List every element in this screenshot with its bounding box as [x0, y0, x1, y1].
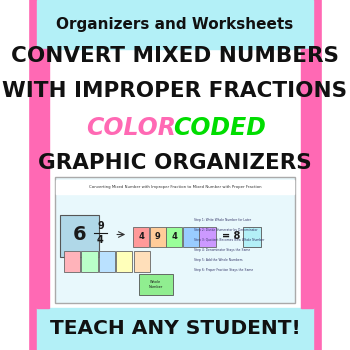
- Text: Organizers and Worksheets: Organizers and Worksheets: [56, 17, 294, 32]
- FancyBboxPatch shape: [134, 251, 150, 272]
- FancyBboxPatch shape: [199, 227, 216, 247]
- Text: Whole
Number: Whole Number: [148, 280, 163, 288]
- FancyBboxPatch shape: [61, 215, 99, 257]
- FancyBboxPatch shape: [116, 251, 133, 272]
- FancyBboxPatch shape: [37, 0, 313, 350]
- FancyBboxPatch shape: [166, 227, 182, 247]
- Text: 4: 4: [97, 235, 104, 245]
- Text: CONVERT MIXED NUMBERS: CONVERT MIXED NUMBERS: [11, 46, 339, 66]
- Text: 9: 9: [155, 232, 161, 241]
- Text: = 8: = 8: [222, 231, 240, 241]
- Text: Step 1: Write Whole Number for Later: Step 1: Write Whole Number for Later: [194, 218, 251, 223]
- Text: 4: 4: [172, 232, 177, 241]
- Text: Converting Mixed Number with Improper Fraction to Mixed Number with Proper Fract: Converting Mixed Number with Improper Fr…: [89, 185, 261, 189]
- FancyBboxPatch shape: [133, 227, 149, 247]
- Text: Step 5: Add the Whole Numbers: Step 5: Add the Whole Numbers: [194, 258, 243, 262]
- Text: GRAPHIC ORGANIZERS: GRAPHIC ORGANIZERS: [38, 153, 312, 173]
- Text: Step 6: Proper Fraction Stays the Same: Step 6: Proper Fraction Stays the Same: [194, 267, 254, 272]
- Text: CODED: CODED: [173, 116, 266, 140]
- Bar: [37, 308, 313, 350]
- FancyBboxPatch shape: [139, 274, 173, 295]
- Text: 9: 9: [97, 221, 104, 231]
- Bar: [37, 49, 49, 308]
- Text: Step 2: Divide Numerator by Denominator: Step 2: Divide Numerator by Denominator: [194, 228, 258, 232]
- Text: Step 4: Denominator Stays the Same: Step 4: Denominator Stays the Same: [194, 248, 251, 252]
- Text: 4: 4: [138, 232, 144, 241]
- Text: 6: 6: [73, 225, 86, 244]
- FancyBboxPatch shape: [64, 251, 80, 272]
- FancyBboxPatch shape: [55, 177, 295, 303]
- Text: WITH IMPROPER FRACTIONS: WITH IMPROPER FRACTIONS: [2, 81, 348, 101]
- Bar: [37, 0, 313, 49]
- Bar: [301, 49, 313, 308]
- FancyBboxPatch shape: [82, 251, 98, 272]
- Bar: [56, 180, 294, 194]
- Text: TEACH ANY STUDENT!: TEACH ANY STUDENT!: [50, 320, 300, 338]
- Text: Step 3: Quotient Becomes New Whole Number: Step 3: Quotient Becomes New Whole Numbe…: [194, 238, 265, 242]
- Text: COLOR: COLOR: [86, 116, 176, 140]
- FancyBboxPatch shape: [183, 227, 199, 247]
- FancyBboxPatch shape: [244, 227, 261, 247]
- FancyBboxPatch shape: [99, 251, 115, 272]
- FancyBboxPatch shape: [149, 227, 166, 247]
